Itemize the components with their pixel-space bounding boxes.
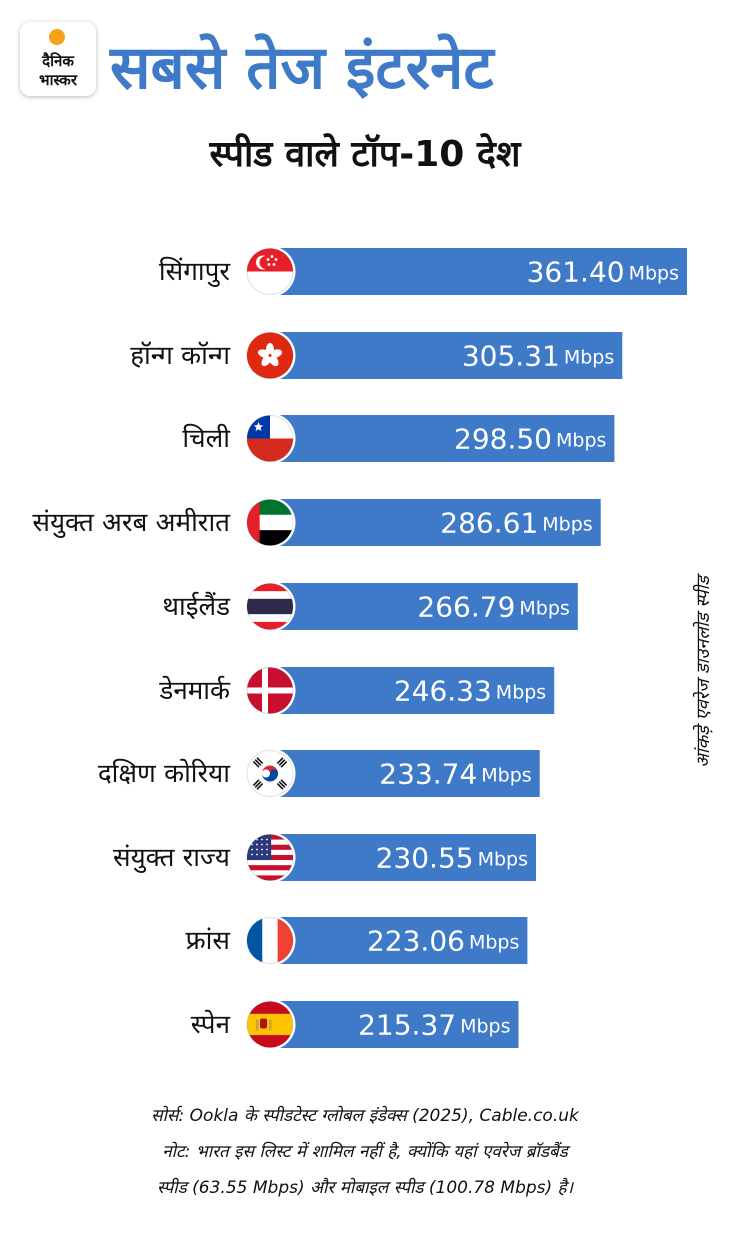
bar — [270, 248, 687, 295]
value-label: 233.74 Mbps — [379, 758, 531, 791]
value-label: 230.55 Mbps — [376, 842, 528, 875]
category-label: स्पेन — [191, 1009, 231, 1040]
category-label: दक्षिण कोरिया — [98, 758, 231, 789]
value-number: 298.50 — [454, 423, 552, 456]
category-label: फ्रांस — [186, 926, 231, 956]
bar — [270, 1001, 519, 1048]
india-note-line1: नोट: भारत इस लिस्ट में शामिल नहीं है, क्… — [162, 1142, 568, 1162]
bar — [270, 415, 615, 462]
dainik-bhaskar-logo: दैनिक भास्कर — [20, 22, 96, 96]
uae-flag-icon — [244, 497, 296, 548]
value-unit: Mbps — [564, 346, 614, 368]
source-note: सोर्स: Ookla के स्पीडटेस्ट ग्लोबल इंडेक्… — [151, 1106, 579, 1126]
value-number: 223.06 — [367, 925, 465, 958]
bar — [270, 332, 623, 379]
value-unit: Mbps — [469, 931, 519, 953]
logo-text-line1: दैनिक — [42, 52, 74, 70]
value-label: 266.79 Mbps — [417, 591, 569, 624]
usa-flag-icon — [244, 832, 296, 883]
france-flag-icon — [244, 915, 296, 966]
value-label: 298.50 Mbps — [454, 423, 606, 456]
page-subtitle: स्पीड वाले टॉप-10 देश — [209, 134, 521, 175]
value-label: 361.40 Mbps — [527, 256, 679, 289]
value-label: 215.37 Mbps — [358, 1009, 510, 1042]
bar — [270, 667, 555, 714]
singapore-flag-icon — [244, 246, 296, 297]
value-unit: Mbps — [460, 1015, 510, 1037]
value-unit: Mbps — [496, 681, 546, 703]
value-unit: Mbps — [519, 597, 569, 619]
value-label: 246.33 Mbps — [394, 675, 546, 708]
value-label: 305.31 Mbps — [462, 340, 614, 373]
value-number: 361.40 — [527, 256, 625, 289]
value-unit: Mbps — [481, 764, 531, 786]
category-label: सिंगापुर — [159, 256, 231, 287]
south-korea-flag-icon — [244, 748, 296, 799]
category-label: थाईलैंड — [162, 591, 231, 622]
denmark-flag-icon — [244, 665, 296, 716]
bar — [270, 750, 540, 797]
value-unit: Mbps — [542, 513, 592, 535]
india-note-line2: स्पीड (63.55 Mbps) और मोबाइल स्पीड (100.… — [156, 1178, 574, 1198]
bar — [270, 917, 528, 964]
spain-flag-icon — [244, 999, 296, 1050]
page-title: सबसे तेज इंटरनेट — [110, 33, 494, 103]
bar — [270, 834, 537, 881]
bar — [270, 499, 601, 546]
value-number: 246.33 — [394, 675, 492, 708]
value-unit: Mbps — [556, 429, 606, 451]
sun-dot-icon — [49, 29, 65, 45]
value-unit: Mbps — [629, 262, 679, 284]
category-label: डेनमार्क — [158, 675, 231, 706]
thailand-flag-icon — [244, 581, 296, 632]
value-number: 266.79 — [417, 591, 515, 624]
value-number: 305.31 — [462, 340, 560, 373]
chile-flag-icon — [244, 413, 296, 464]
category-label: चिली — [182, 423, 231, 454]
value-number: 215.37 — [358, 1009, 456, 1042]
value-label: 223.06 Mbps — [367, 925, 519, 958]
bar — [270, 583, 578, 630]
category-label: संयुक्त अरब अमीरात — [32, 507, 231, 538]
value-number: 286.61 — [440, 507, 538, 540]
logo-text-line2: भास्कर — [39, 71, 77, 89]
category-label: हॉन्ग कॉन्ग — [130, 341, 230, 371]
value-number: 230.55 — [376, 842, 474, 875]
value-label: 286.61 Mbps — [440, 507, 592, 540]
value-number: 233.74 — [379, 758, 477, 791]
footer: सोर्स: Ookla के स्पीडटेस्ट ग्लोबल इंडेक्… — [0, 1098, 730, 1206]
hong-kong-flag-icon — [244, 330, 296, 381]
category-label: संयुक्त राज्य — [113, 843, 231, 873]
axis-note: आंकड़े एवरेज डाउनलोड स्पीड — [693, 576, 714, 768]
value-unit: Mbps — [478, 848, 528, 870]
